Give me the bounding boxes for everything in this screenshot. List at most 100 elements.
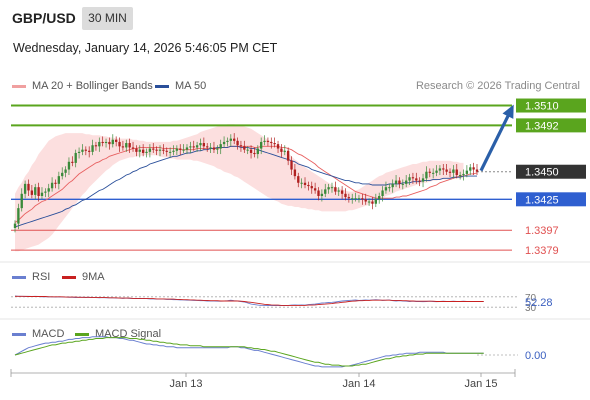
legend-ma50-label: MA 50 [175,80,207,92]
candle-body [141,149,145,153]
candle-body [401,183,404,185]
candle-body [405,180,408,184]
candle-body [448,171,452,173]
candle-body [469,167,472,171]
candle-body [98,141,101,147]
candle-body [455,169,458,176]
candle-body [57,176,61,184]
symbol-title: GBP/USD [12,10,76,26]
candle-body [344,193,347,198]
candle-body [286,150,290,161]
candle-body [428,171,431,173]
candle-body [202,143,206,147]
candle-body [152,148,155,150]
candle-body [125,143,128,148]
candle-body [280,148,283,152]
candle-body [138,149,141,152]
candle-body [209,147,212,149]
candle-body [361,198,364,200]
macd-panel: 0.00 [14,336,546,368]
candle-body [431,172,435,174]
candle-body [290,160,293,170]
rsi-tick-70: 70 [525,293,537,304]
price-panel: 1.3510 1.3492 1.3450 1.3425 1.3397 1.3379 [11,98,586,257]
level-1-3492-badge [516,118,586,133]
candle-body [37,187,40,196]
candle-body [249,149,253,153]
candle-body [165,150,168,152]
candle-body [172,150,175,152]
candle-body [324,189,327,194]
legend-rsi: RSI [12,271,50,283]
candle-body [50,182,54,189]
candle-body [108,141,111,145]
legend-ma20-label: MA 20 + Bollinger Bands [32,80,153,92]
macd-swatch-icon [12,332,26,336]
candle-body [378,196,381,200]
candle-body [101,141,104,144]
candle-body [20,193,23,209]
level-1-3425-badge-label: 1.3425 [525,194,559,206]
level-1-3510-badge-label: 1.3510 [525,101,559,113]
candle-body [34,187,37,195]
candle-body [313,188,317,191]
candle-body [260,141,263,149]
candle-body [219,144,222,149]
candle-body [88,150,91,152]
candle-body [199,143,202,146]
candle-body [30,190,34,195]
ma20-line [14,145,478,223]
timeframe-badge[interactable]: 30 MIN [82,7,133,30]
candle-body [54,182,57,184]
legend-rsi-label: RSI [32,271,51,283]
candle-body [104,141,108,144]
candle-body [394,180,398,184]
candle-body [168,151,172,153]
candle-body [256,148,259,155]
candle-body [263,140,266,142]
rsi-tick-30: 30 [525,303,537,314]
rsi-9ma-line [15,295,484,306]
macd-signal-swatch-icon [75,332,89,336]
candle-body [465,170,469,174]
candle-body [23,183,27,194]
candle-body [40,192,44,196]
level-1-3425-badge [516,192,586,207]
candle-body [391,183,394,188]
macd-line [14,336,484,368]
candle-body [162,149,165,151]
candle-body [226,140,229,142]
candle-body [239,145,243,147]
candle-body [118,141,121,147]
rsi-ma-swatch-icon [62,275,76,279]
candle-body [179,148,182,150]
candle-body [415,178,418,181]
candle-body [371,201,374,204]
candle-body [317,190,320,196]
candle-body [347,197,351,199]
legend-rsi-ma-label: 9MA [82,271,105,283]
candle-body [81,149,84,152]
candle-body [44,191,47,193]
candle-body [445,169,448,172]
candle-body [195,145,199,148]
candle-body [148,148,152,152]
candle-body [351,198,354,200]
candle-body [212,147,216,150]
candle-body [64,169,67,173]
candle-body [253,152,256,155]
level-1-3510-badge [516,98,586,113]
candle-body [367,201,371,203]
candle-body [91,145,94,152]
candle-body [71,161,74,163]
candle-body [17,208,20,224]
legend-ma20: MA 20 + Bollinger Bands [12,80,153,92]
macd-current-value: 0.00 [525,350,546,362]
x-tick-label: Jan 15 [464,378,497,390]
candle-body [283,150,286,152]
candle-body [458,175,462,177]
candle-body [114,139,118,142]
candle-body [354,198,357,200]
level-1-3492-badge-label: 1.3492 [525,120,559,132]
